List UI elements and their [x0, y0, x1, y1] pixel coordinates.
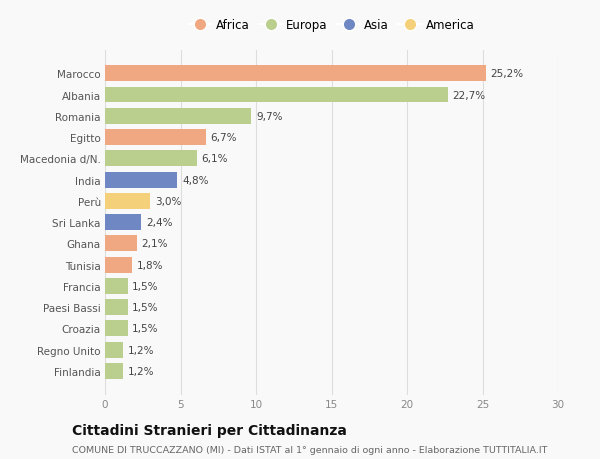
Text: 1,2%: 1,2%: [128, 366, 154, 376]
Text: 2,4%: 2,4%: [146, 218, 172, 228]
Bar: [105, 342, 123, 358]
Bar: [105, 215, 141, 230]
Bar: [105, 363, 123, 379]
Text: 3,0%: 3,0%: [155, 196, 181, 207]
Text: 1,8%: 1,8%: [137, 260, 163, 270]
Bar: [105, 236, 137, 252]
Text: COMUNE DI TRUCCAZZANO (MI) - Dati ISTAT al 1° gennaio di ogni anno - Elaborazion: COMUNE DI TRUCCAZZANO (MI) - Dati ISTAT …: [72, 445, 547, 454]
Bar: [105, 278, 128, 294]
Text: 22,7%: 22,7%: [452, 90, 485, 101]
Text: 1,5%: 1,5%: [132, 281, 158, 291]
Bar: [105, 66, 485, 82]
Text: 4,8%: 4,8%: [182, 175, 209, 185]
Bar: [105, 130, 206, 146]
Text: 1,2%: 1,2%: [128, 345, 154, 355]
Bar: [105, 151, 197, 167]
Bar: [105, 87, 448, 103]
Text: 25,2%: 25,2%: [490, 69, 523, 79]
Text: 1,5%: 1,5%: [132, 302, 158, 313]
Legend: Africa, Europa, Asia, America: Africa, Europa, Asia, America: [185, 15, 478, 35]
Text: 1,5%: 1,5%: [132, 324, 158, 334]
Bar: [105, 321, 128, 336]
Text: 6,1%: 6,1%: [202, 154, 228, 164]
Bar: [105, 300, 128, 315]
Bar: [105, 193, 151, 209]
Bar: [105, 109, 251, 124]
Text: Cittadini Stranieri per Cittadinanza: Cittadini Stranieri per Cittadinanza: [72, 423, 347, 437]
Text: 2,1%: 2,1%: [141, 239, 168, 249]
Text: 9,7%: 9,7%: [256, 112, 283, 122]
Text: 6,7%: 6,7%: [211, 133, 237, 143]
Bar: [105, 257, 132, 273]
Bar: [105, 172, 178, 188]
